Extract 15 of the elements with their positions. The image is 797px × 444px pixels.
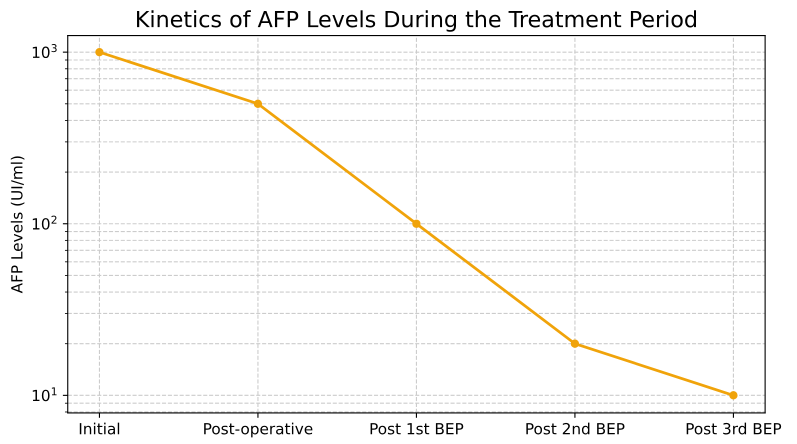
point xyxy=(254,100,262,108)
x-tick-label: Post-operative xyxy=(204,422,312,438)
x-tick-label: Initial xyxy=(80,422,120,434)
point xyxy=(95,48,104,56)
y-tick-label: 10$^{3}$ xyxy=(32,44,57,58)
chart-title: Kinetics of AFP Levels During the Treatment Period xyxy=(137,10,696,32)
x-tick-label: Post 3rd BEP xyxy=(686,422,782,434)
y-tick-label: 10$^{2}$ xyxy=(32,216,56,230)
point xyxy=(570,340,580,348)
y-axis-title: AFP Levels (UI/ml) xyxy=(10,156,24,294)
y-tick-label: 10$^{1}$ xyxy=(32,387,57,402)
point xyxy=(412,220,421,228)
x-tick-label: Post 1st BEP xyxy=(370,423,464,434)
point xyxy=(729,391,738,400)
x-tick-label: Post 2nd BEP xyxy=(526,422,624,434)
